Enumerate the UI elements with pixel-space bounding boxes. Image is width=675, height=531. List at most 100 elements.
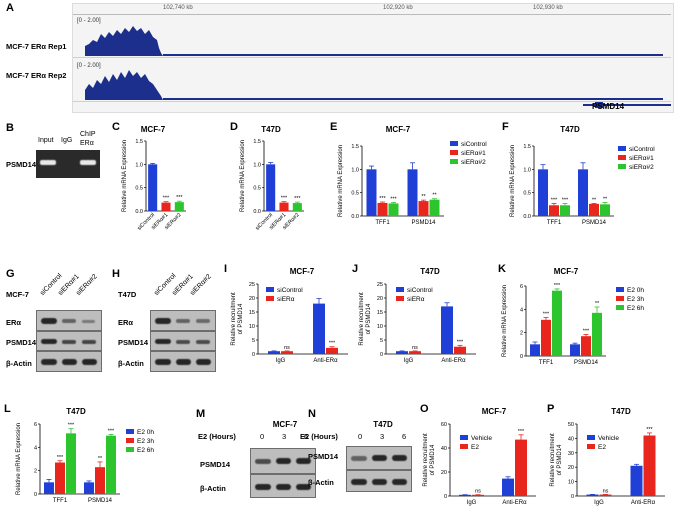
- track-1-signal: [85, 26, 163, 56]
- chart-p: P T47D 0 10 20 30 40 50 Relative recruitmentof P…: [547, 403, 665, 506]
- p-legend-label-1: E2: [598, 444, 606, 451]
- k-bar-0-1: [541, 319, 551, 356]
- f-bar-0-0: [538, 169, 548, 216]
- l-bar-1-2: [106, 435, 116, 494]
- e-bar-1-1-sig: **: [421, 194, 426, 200]
- k-category-label: TFF1: [539, 360, 554, 366]
- k-y-tick-label: 4: [520, 307, 523, 313]
- e-bar-1-1: [418, 201, 429, 216]
- j-bar-0-1: [409, 351, 421, 354]
- panel-letter-m: M: [196, 408, 206, 420]
- j-y-tick-label: 10: [377, 324, 383, 330]
- k-title: MCF-7: [554, 267, 579, 276]
- j-bar-1-1: [454, 346, 466, 354]
- f-category-label: TFF1: [547, 220, 562, 226]
- panel-letter-f: F: [502, 121, 509, 133]
- h-blot-psmd14: [150, 331, 216, 351]
- m-hour-0: 0: [260, 432, 265, 441]
- k-legend-swatch-2: [616, 305, 624, 310]
- i-y-tick-label: 15: [249, 310, 255, 316]
- o-bar-0-1: [472, 494, 484, 496]
- i-legend-label-1: siERα: [277, 296, 295, 303]
- i-bar-1-0: [313, 303, 325, 354]
- f-legend-swatch-1: [618, 155, 626, 160]
- i-category-label: Anti-ERα: [313, 358, 338, 364]
- f-legend-swatch-0: [618, 146, 626, 151]
- o-y-tick-label: 20: [441, 470, 447, 476]
- b-lane-era: ERα: [80, 140, 94, 147]
- f-legend-label-0: siControl: [629, 146, 655, 153]
- e-category-label: TFF1: [375, 220, 390, 226]
- i-y-tick-label: 5: [252, 338, 255, 344]
- panel-letter-o: O: [420, 403, 429, 415]
- l-bar-1-1: [95, 467, 105, 494]
- f-title: T47D: [560, 125, 580, 134]
- o-legend-label-0: Vehicle: [471, 435, 492, 442]
- i-y-tick-label: 10: [249, 324, 255, 330]
- i-legend-swatch-0: [266, 287, 274, 292]
- chart-e: E MCF-7 0.0 0.5 1.0 1.5 Relative mRNA Expressi…: [330, 121, 487, 226]
- e-legend-label-2: siERα#2: [461, 159, 486, 166]
- panel-letter-e: E: [330, 121, 337, 133]
- k-y-tick-label: 6: [520, 284, 523, 290]
- chart-d: D T47D 0.0 0.5 1.0 1.5 Relative mRNA Expressio…: [230, 121, 304, 232]
- p-legend-label-0: Vehicle: [598, 435, 619, 442]
- h-blot-actin: [150, 351, 216, 372]
- chart-f: F T47D 0.0 0.5 1.0 1.5 Relative mRNA Expressio…: [502, 121, 655, 226]
- f-y-tick-label: 0.0: [523, 214, 531, 220]
- j-y-tick-label: 15: [377, 310, 383, 316]
- l-legend-label-1: E2 3h: [137, 438, 154, 445]
- track-2-signal: [85, 70, 163, 100]
- i-y-tick-label: 25: [249, 282, 255, 288]
- chart-i: I MCF-7 0 5 10 15 20 25 Relative recruitmentof P…: [224, 263, 348, 364]
- l-y-tick-label: 2: [34, 469, 37, 475]
- p-bar-1-1-sig: ***: [646, 427, 653, 433]
- e-bar-1-2-sig: **: [432, 193, 437, 199]
- d-y-tick-label: 0.0: [253, 209, 261, 215]
- l-y-tick-label: 6: [34, 422, 37, 428]
- panel-letter-i: I: [224, 263, 227, 275]
- j-legend-label-0: siControl: [407, 287, 433, 294]
- d-y-tick-label: 0.5: [253, 186, 261, 192]
- g-blot-psmd14: [36, 331, 102, 351]
- l-bar-0-0: [44, 482, 54, 494]
- j-legend-swatch-0: [396, 287, 404, 292]
- panel-letter-a: A: [6, 2, 14, 14]
- i-title: MCF-7: [290, 267, 315, 276]
- p-y-tick-label: 10: [568, 480, 574, 486]
- e-legend-swatch-1: [450, 150, 458, 155]
- e-bar-0-0: [366, 169, 377, 216]
- d-bar-2: [292, 203, 302, 211]
- p-bar-1-1: [643, 435, 656, 496]
- f-y-tick-label: 1.0: [523, 167, 531, 173]
- m-cell: MCF-7: [272, 420, 298, 429]
- h-blot-era: [150, 310, 216, 331]
- n-blot-actin: [346, 470, 412, 492]
- j-legend-swatch-1: [396, 296, 404, 301]
- f-bar-0-2: [560, 205, 570, 216]
- e-legend-label-1: siERα#1: [461, 150, 486, 157]
- k-bar-0-2-sig: ***: [554, 283, 561, 289]
- j-bar-0-1-sig: ns: [412, 345, 418, 351]
- panel-letter-c: C: [112, 121, 120, 133]
- c-bar-1-sig: ***: [163, 196, 170, 202]
- k-category-label: PSMD14: [574, 360, 599, 366]
- p-bar-0-1-sig: ns: [603, 488, 609, 494]
- f-bar-1-0: [578, 169, 588, 216]
- j-y-tick-label: 0: [380, 352, 383, 358]
- i-bar-0-1-sig: ns: [284, 345, 290, 351]
- i-bar-0-0: [268, 351, 280, 354]
- m-hours-label: E2 (Hours): [198, 432, 236, 441]
- f-bar-1-2: [600, 204, 610, 216]
- j-y-tick-label: 5: [380, 338, 383, 344]
- e-y-tick-label: 0.0: [351, 214, 359, 220]
- o-legend-swatch-1: [460, 444, 468, 449]
- h-cell: T47D: [118, 290, 137, 299]
- j-title: T47D: [420, 267, 440, 276]
- k-bar-0-2: [552, 290, 562, 356]
- c-y-tick-label: 1.5: [135, 139, 143, 145]
- p-category-label: IgG: [594, 500, 604, 506]
- i-legend-swatch-1: [266, 296, 274, 301]
- k-bar-1-2-sig: **: [595, 301, 600, 307]
